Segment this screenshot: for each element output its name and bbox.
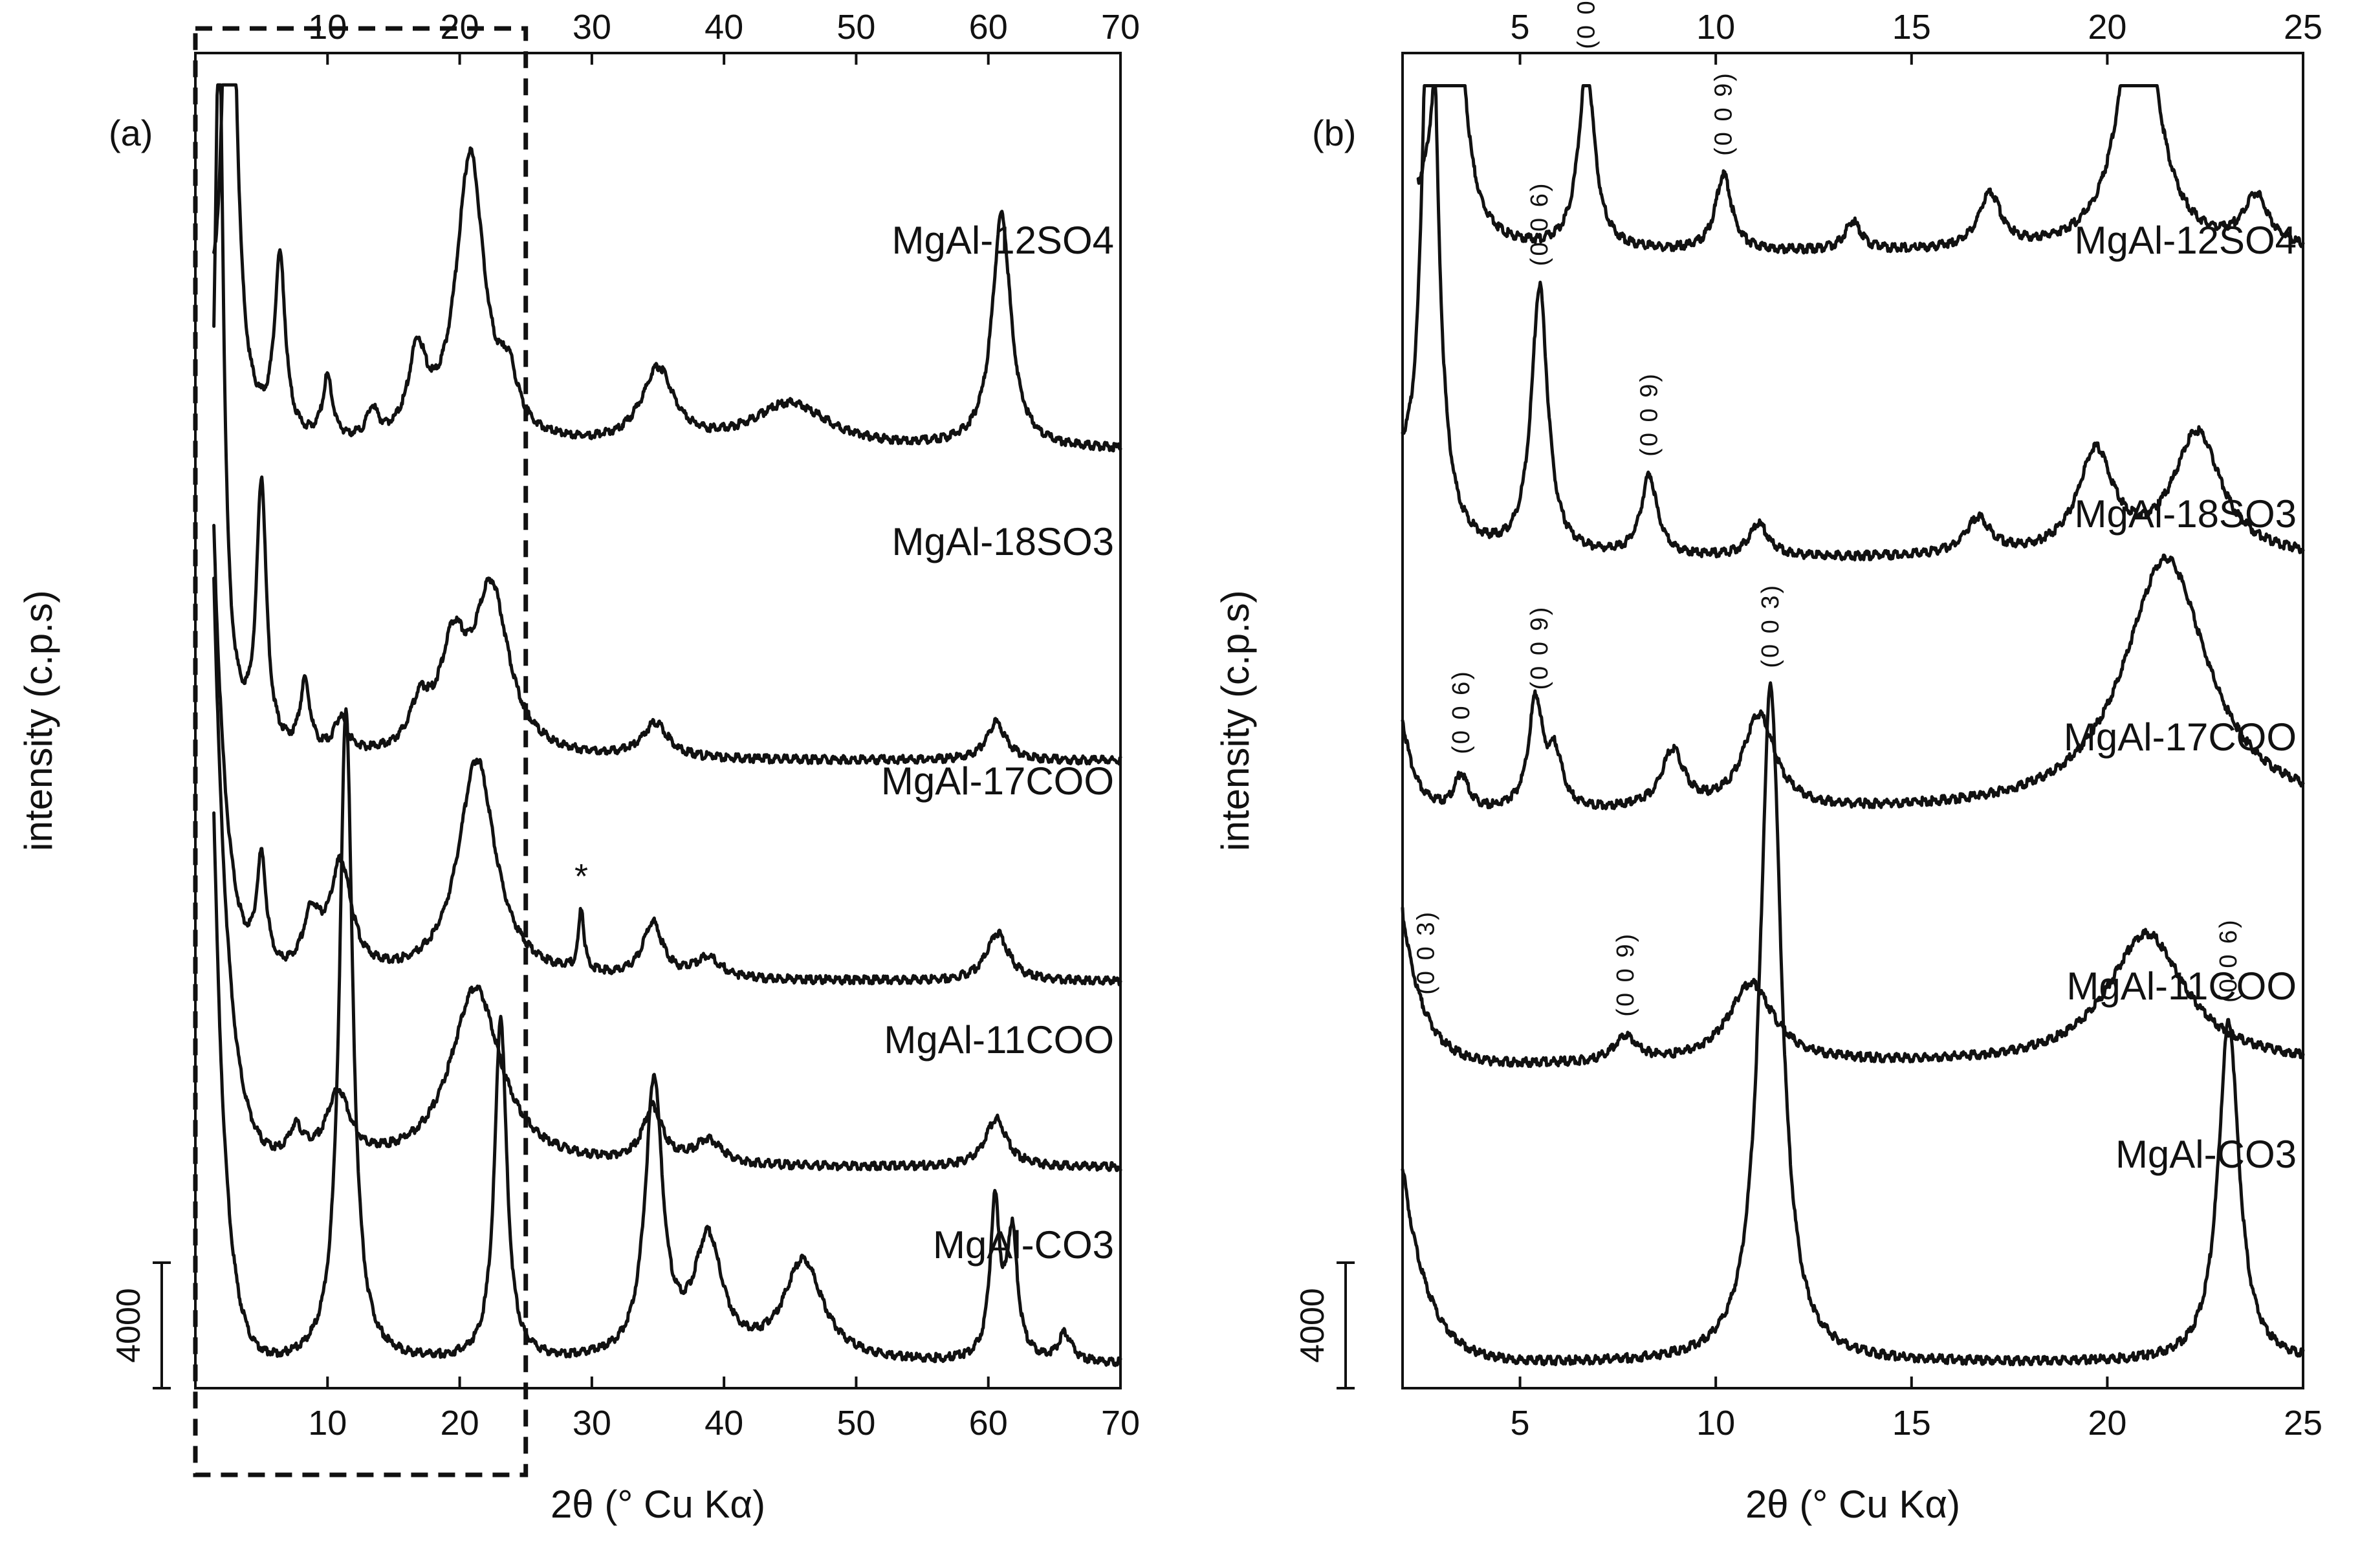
sample-label-mgal-18so3: MgAl-18SO3 <box>892 520 1114 563</box>
hkl-label: (0 0 6) <box>1526 182 1553 267</box>
x-tick-label-bottom: 10 <box>1696 1404 1735 1443</box>
x-tick-label-top: 40 <box>705 8 743 47</box>
sample-label-mgal-11coo: MgAl-11COO <box>2066 964 2297 1008</box>
x-tick-label-bottom: 15 <box>1892 1404 1931 1443</box>
sample-label-mgal-12so4: MgAl-12SO4 <box>892 219 1114 262</box>
hkl-label: (0 0 6) <box>1448 670 1475 754</box>
y-axis-title: intensity (c.p.s) <box>1214 590 1257 851</box>
trace-mgal-12so4 <box>212 83 1122 453</box>
highlight-box <box>193 26 529 1477</box>
hkl-label: (0 0 3) <box>1412 910 1439 995</box>
trace-mgal-17coo <box>212 523 1122 986</box>
panel-label: (a) <box>109 113 153 153</box>
x-tick-label-bottom: 40 <box>705 1404 743 1443</box>
sample-label-mgal-11coo: MgAl-11COO <box>884 1018 1114 1062</box>
trace-mgal-12so4 <box>1416 84 2305 255</box>
hkl-label: (0 0 9) <box>1526 605 1553 690</box>
x-tick-label-top: 30 <box>573 8 611 47</box>
x-tick-label-bottom: 60 <box>969 1404 1008 1443</box>
hkl-label: (0 0 9) <box>1635 372 1663 457</box>
sample-label-mgal-18so3: MgAl-18SO3 <box>2075 492 2297 536</box>
sample-label-mgal-17coo: MgAl-17COO <box>881 759 1114 803</box>
panel-label: (b) <box>1312 113 1356 153</box>
x-tick-label-bottom: 10 <box>308 1404 347 1443</box>
hkl-label: (0 0 6) <box>2215 918 2242 1003</box>
scale-bar-label: 4000 <box>110 1288 148 1363</box>
x-tick-label-bottom: 25 <box>2284 1404 2322 1443</box>
hkl-label: (0 0 3) <box>1757 583 1784 668</box>
trace-mgal-18so3 <box>1401 84 2305 561</box>
trace-mgal-11coo <box>212 576 1122 1172</box>
hkl-label: (0 0 9) <box>1612 932 1639 1017</box>
panel-b: 5 5 10 10 15 15 20 20 25 25 2θ (° Cu Kα) intensity … <box>1214 0 2322 1526</box>
x-tick-label-top: 10 <box>1696 8 1735 47</box>
x-tick-label-top: 5 <box>1511 8 1530 47</box>
sample-label-mgal-17coo: MgAl-17COO <box>2064 715 2297 759</box>
x-tick-label-bottom: 70 <box>1101 1404 1140 1443</box>
x-tick-label-top: 25 <box>2284 8 2322 47</box>
x-tick-label-bottom: 5 <box>1511 1404 1530 1443</box>
trace-mgal-co3 <box>1401 681 2305 1367</box>
scale-bar-label: 4000 <box>1294 1288 1331 1363</box>
x-tick-label-top: 15 <box>1892 8 1931 47</box>
x-axis-title: 2θ (° Cu Kα) <box>1745 1483 1960 1526</box>
asterisk-marker: * <box>574 857 588 896</box>
hkl-label: (0 0 6) <box>1573 0 1600 49</box>
x-tick-label-bottom: 50 <box>836 1404 875 1443</box>
x-axis-title: 2θ (° Cu Kα) <box>551 1483 765 1526</box>
sample-label-mgal-co3: MgAl-CO3 <box>933 1223 1114 1267</box>
x-tick-label-top: 20 <box>2088 8 2126 47</box>
x-tick-label-bottom: 20 <box>441 1404 479 1443</box>
trace-mgal-17coo <box>1401 553 2305 811</box>
sample-label-mgal-co3: MgAl-CO3 <box>2115 1133 2297 1176</box>
trace-mgal-co3 <box>212 707 1122 1367</box>
trace-mgal-18so3 <box>212 83 1122 766</box>
trace-mgal-11coo <box>1401 906 2305 1069</box>
x-tick-label-top: 50 <box>836 8 875 47</box>
sample-label-mgal-12so4: MgAl-12SO4 <box>2075 219 2297 262</box>
x-tick-label-bottom: 30 <box>573 1404 611 1443</box>
x-tick-label-top: 60 <box>969 8 1008 47</box>
hkl-label: (0 0 9) <box>1710 71 1737 156</box>
y-axis-title: intensity (c.p.s) <box>17 590 60 851</box>
x-tick-label-bottom: 20 <box>2088 1404 2126 1443</box>
x-tick-label-top: 70 <box>1101 8 1140 47</box>
